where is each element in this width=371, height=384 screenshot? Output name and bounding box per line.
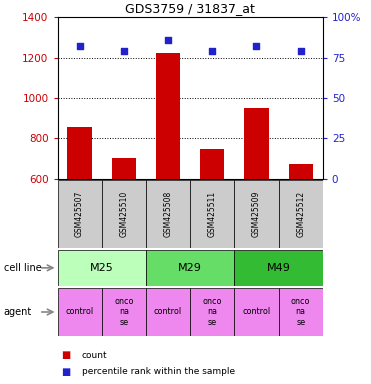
Point [121,48,127,54]
Text: GSM425512: GSM425512 [296,191,305,237]
Text: count: count [82,351,107,360]
Bar [234,180,279,248]
Text: M29: M29 [178,263,202,273]
Text: M49: M49 [267,263,290,273]
Bar [102,180,146,248]
Bar [279,288,323,336]
Text: control: control [242,308,270,316]
Bar [190,180,234,248]
Bar [244,108,269,179]
Bar [190,288,234,336]
Bar [146,180,190,248]
Bar [156,53,180,179]
Point [298,48,303,54]
Text: onco
na
se: onco na se [114,297,134,327]
Text: GSM425508: GSM425508 [164,191,173,237]
Text: percentile rank within the sample: percentile rank within the sample [82,367,235,376]
Text: control: control [66,308,93,316]
Bar [146,288,190,336]
Text: GSM425510: GSM425510 [119,191,128,237]
Text: control: control [154,308,182,316]
Bar [234,250,323,286]
Text: agent: agent [4,307,32,317]
Point [77,43,83,50]
Bar [146,250,234,286]
Text: GSM425509: GSM425509 [252,191,261,237]
Text: onco
na
se: onco na se [291,297,311,327]
Text: GSM425507: GSM425507 [75,191,84,237]
Text: ■: ■ [61,367,70,377]
Point [165,37,171,43]
Text: GSM425511: GSM425511 [208,191,217,237]
Text: ■: ■ [61,350,70,360]
Bar [289,164,313,179]
Bar [112,159,136,179]
Point [209,48,215,54]
Title: GDS3759 / 31837_at: GDS3759 / 31837_at [125,2,255,15]
Text: onco
na
se: onco na se [203,297,222,327]
Bar [279,180,323,248]
Bar [58,250,146,286]
Bar [102,288,146,336]
Bar [58,288,102,336]
Bar [234,288,279,336]
Bar [68,127,92,179]
Text: M25: M25 [90,263,114,273]
Point [253,43,259,50]
Bar [200,149,224,179]
Text: cell line: cell line [4,263,42,273]
Bar [58,180,102,248]
